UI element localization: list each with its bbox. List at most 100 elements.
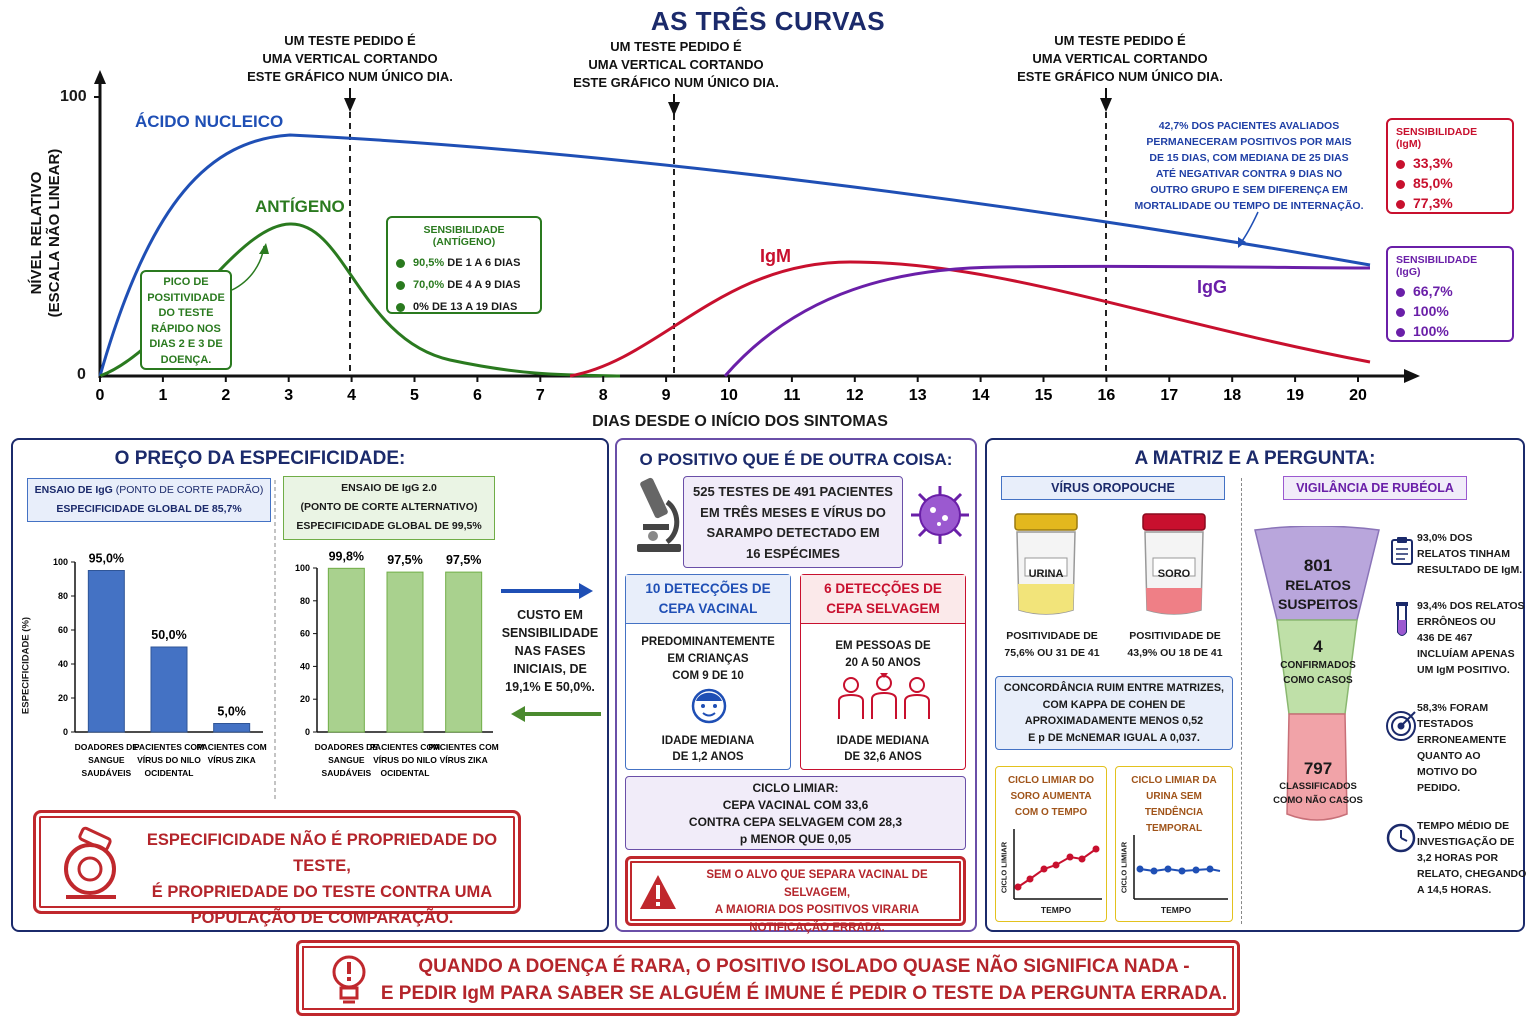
test-note-line: ESTE GRÁFICO NUM ÚNICO DIA. xyxy=(247,69,453,84)
igg-sens-item: 66,7% xyxy=(1396,281,1504,301)
persist-note-line: PERMANECERAM POSITIVOS POR MAIS xyxy=(1146,136,1352,148)
bullet-icon xyxy=(1396,287,1405,297)
x-tick-label: 17 xyxy=(1160,387,1178,404)
igm-sensitivity-title: SENSIBILIDADE (IgM) xyxy=(1396,126,1478,150)
x-tick-label: 5 xyxy=(410,387,419,404)
urine-ct-xlabel: TEMPO xyxy=(1160,905,1192,915)
peak-note-arrowhead xyxy=(259,243,269,254)
wild-age-line: IDADE MEDIANA xyxy=(836,735,930,747)
test-note-day16: UM TESTE PEDIDO É UMA VERTICAL CORTANDO … xyxy=(1010,32,1230,86)
vaccine-body-line: COM 9 DE 10 xyxy=(672,670,744,682)
test-note-line: UM TESTE PEDIDO É xyxy=(284,33,416,48)
three-curves-chart: 0 1 2 3 4 5 6 7 8 9 10 11 12 13 14 15 16 17 18 19 20 xyxy=(94,70,1420,404)
y-tick-label-100: 100 xyxy=(60,88,87,105)
fact-line: ERRONEAMENTE xyxy=(1417,734,1507,746)
funnel-mid-number: 4 xyxy=(1313,637,1323,656)
igg2-header-line2: (PONTO DE CORTE ALTERNATIVO) xyxy=(300,501,478,513)
bar-category-label: OCIDENTAL xyxy=(145,768,194,778)
bar-y-tick-label: 80 xyxy=(300,596,310,606)
other-positive-panel: O POSITIVO QUE É DE OUTRA COISA: 525 TES… xyxy=(615,438,977,934)
x-tick-label: 7 xyxy=(536,387,545,404)
fact-line: 58,3% FORAM xyxy=(1417,702,1489,714)
fact-line: INVESTIGAÇÃO DE xyxy=(1417,836,1515,848)
notification-warning-text: SEM O ALVO QUE SEPARA VACINAL DE SELVAGE… xyxy=(674,867,960,937)
bar-category-label: PACIENTES COM xyxy=(429,742,499,752)
funnel-bot-label: 797 CLASSIFICADOS COMO NÃO CASOS xyxy=(1263,758,1373,808)
test-tube-icon xyxy=(1396,602,1408,636)
fact-line: UM IgM POSITIVO. xyxy=(1417,664,1510,676)
igg-sensitivity-title: SENSIBILIDADE (IgG) xyxy=(1396,254,1478,278)
serum-ct-plot xyxy=(1013,829,1102,900)
bar-category-label: DOADORES DE xyxy=(315,742,379,752)
bar-category-label: SAUDÁVEIS xyxy=(82,768,132,778)
bar-value-label: 99,8% xyxy=(329,549,364,563)
matrix-panel: A MATRIZ E A PERGUNTA: VÍRUS OROPOUCHE U… xyxy=(985,438,1526,932)
x-tick-label: 14 xyxy=(972,387,990,404)
specificity-bar-charts: 0 20 40 60 80 100 95,0% DOADORES DE SANGUE SAUDÁV… xyxy=(53,480,601,800)
urine-pos-line: 75,6% OU 31 DE 41 xyxy=(1004,647,1100,659)
bar-category-label: VÍRUS DO NILO xyxy=(137,755,201,765)
peak-note-line: PICO DE xyxy=(163,276,209,288)
ct-line: p MENOR QUE 0,05 xyxy=(739,832,852,846)
fact-line: 93,0% DOS xyxy=(1417,532,1473,544)
bar-y-tick-label: 60 xyxy=(300,629,310,639)
cycle-threshold-box: CICLO LIMIAR: CEPA VACINAL COM 33,6 CONT… xyxy=(625,776,966,850)
warning-line: ESPECIFICIDADE NÃO É PROPRIEDADE DO TEST… xyxy=(146,831,498,875)
series-label-antigen: ANTÍGENO xyxy=(255,197,345,216)
bar-value-label: 5,0% xyxy=(217,705,246,719)
bar-y-tick-label: 40 xyxy=(300,661,310,671)
fact-line: QUANTO AO xyxy=(1417,750,1481,762)
y-tick-label-0: 0 xyxy=(77,366,86,383)
x-axis-arrow xyxy=(1404,369,1420,383)
panel-title: O PREÇO DA ESPECIFICIDADE: xyxy=(114,448,406,469)
cost-arrow-left-head xyxy=(511,706,525,722)
test-arrow-day4 xyxy=(344,98,356,112)
bullet-icon xyxy=(1396,179,1405,189)
test-note-day9: UM TESTE PEDIDO É UMA VERTICAL CORTANDO … xyxy=(566,38,786,92)
bar-category-label: SAUDÁVEIS xyxy=(322,768,372,778)
fact-line: TEMPO MÉDIO DE xyxy=(1417,820,1510,832)
target-icon xyxy=(1386,711,1416,741)
ct-line: CEPA VACINAL COM 33,6 xyxy=(722,798,869,812)
cost-note: CUSTO EM SENSIBILIDADE NAS FASES INICIAI… xyxy=(495,606,605,696)
bar-y-tick-label: 80 xyxy=(58,591,68,601)
fact-line: A 14,5 HORAS. xyxy=(1417,884,1492,896)
igg-standard-header-line1: ENSAIO DE IgG (PONTO DE CORTE PADRÃO) xyxy=(28,481,270,500)
fact-line: PEDIDO. xyxy=(1417,782,1461,794)
x-axis-title: DIAS DESDE O INÍCIO DOS SINTOMAS xyxy=(592,413,888,430)
urine-ct-minichart: CICLO LIMIAR DA URINA SEM TENDÊNCIA TEMP… xyxy=(1115,766,1233,922)
oropouche-title: VÍRUS OROPOUCHE xyxy=(1001,476,1225,500)
bar-alt-1 xyxy=(386,571,424,733)
peak-note-line: DIAS 2 E 3 DE xyxy=(149,338,223,350)
y-axis-arrow xyxy=(94,70,106,84)
bar-alt-0 xyxy=(327,567,365,733)
serum-ct-xlabel: TEMPO xyxy=(1040,905,1072,915)
bar-y-tick-label: 0 xyxy=(305,727,310,737)
igg-standard-header: ENSAIO DE IgG (PONTO DE CORTE PADRÃO) ES… xyxy=(27,478,271,522)
bar-category-label: DOADORES DE xyxy=(75,742,139,752)
vaccine-age-line: DE 1,2 ANOS xyxy=(672,751,744,763)
wild-age-line: DE 32,6 ANOS xyxy=(844,751,922,763)
serum-jar-label: SORO xyxy=(1157,568,1191,580)
antigen-sens-text: DE 4 A 9 DIAS xyxy=(447,279,521,291)
series-label-igg: IgG xyxy=(1197,277,1227,297)
agreement-line: CONCORDÂNCIA RUIM ENTRE MATRIZES, xyxy=(1003,682,1225,694)
specificity-panel: O PREÇO DA ESPECIFICIDADE: ENSAIO DE IgG… xyxy=(11,438,609,932)
rubella-title: VIGILÂNCIA DE RUBÉOLA xyxy=(1283,476,1467,500)
bar-category-label: PACIENTES COM xyxy=(370,742,440,752)
persist-note-line: OUTRO GRUPO E SEM DIFERENÇA EM xyxy=(1150,184,1348,196)
wild-title-line: CEPA SELVAGEM xyxy=(826,601,940,616)
persist-note-arrowhead xyxy=(1238,237,1246,248)
bar-y-tick-label: 100 xyxy=(295,563,310,573)
summary-line: SARAMPO DETECTADO EM xyxy=(706,525,880,540)
fact-line: 93,4% DOS RELATOS xyxy=(1417,600,1525,612)
igg-sens-item: 100% xyxy=(1396,321,1504,341)
specificity-warning-text: ESPECIFICIDADE NÃO É PROPRIEDADE DO TEST… xyxy=(132,827,512,931)
adults-group-icon xyxy=(838,673,930,719)
fact-line: MOTIVO DO xyxy=(1417,766,1478,778)
vaccine-strain-box: 10 DETECÇÕES DE CEPA VACINAL PREDOMINANT… xyxy=(625,574,791,770)
igm-sens-value: 85,0% xyxy=(1413,175,1453,191)
warning-line: A MAIORIA DOS POSITIVOS VIRARIA xyxy=(714,904,920,916)
igg-curve xyxy=(723,264,1371,377)
x-tick-label: 12 xyxy=(846,387,864,404)
